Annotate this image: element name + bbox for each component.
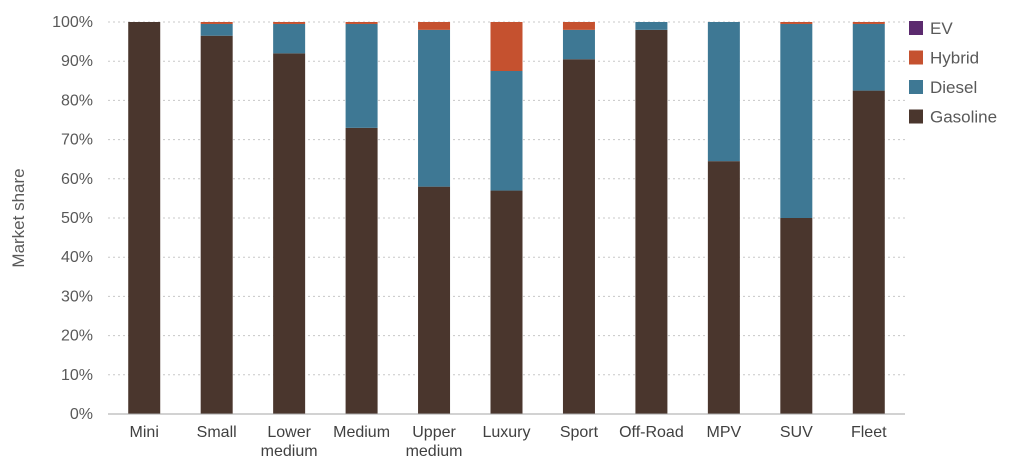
x-tick-label: Luxury — [482, 424, 530, 441]
y-tick-labels: 0% 10% 20% 30% 40% 50% 60% 70% 80% 90% 100% — [52, 14, 93, 423]
bar-gasoline-small — [200, 35, 233, 414]
y-tick-label: 40% — [61, 249, 93, 266]
x-tick-label: Mini — [130, 424, 159, 441]
y-tick-label: 50% — [61, 210, 93, 227]
bar-hybrid-upper-medium — [418, 22, 451, 30]
bar-hybrid-small — [200, 22, 233, 24]
bar-gasoline-lower-medium — [273, 53, 306, 415]
x-tick-label: Small — [197, 424, 237, 441]
bar-gasoline-luxury — [490, 190, 523, 414]
legend-swatch-gasoline — [909, 109, 923, 124]
x-tick-label: Lower medium — [261, 424, 318, 456]
bar-hybrid-suv — [780, 22, 813, 24]
bars — [128, 22, 885, 415]
bar-gasoline-medium — [345, 127, 378, 414]
bar-diesel-luxury — [490, 71, 523, 191]
x-tick-labels: Mini Small Lower medium Medium Upper medium Lux… — [130, 424, 888, 460]
bar-diesel-sport — [562, 29, 595, 60]
bar-gasoline-sport — [562, 59, 595, 415]
y-axis-title: Market share — [9, 168, 28, 267]
legend-swatch-hybrid — [909, 50, 923, 65]
y-tick-label: 80% — [61, 92, 93, 109]
x-tick-label: Upper medium — [406, 424, 463, 456]
legend-swatch-ev — [909, 21, 923, 35]
bar-diesel-mpv — [707, 22, 740, 162]
bar-diesel-medium — [345, 23, 378, 128]
y-tick-label: 10% — [61, 367, 93, 384]
bar-diesel-lower-medium — [273, 23, 306, 54]
bar-hybrid-fleet — [852, 22, 885, 24]
legend-label-diesel: Diesel — [930, 78, 977, 97]
bar-hybrid-sport — [562, 22, 595, 30]
y-tick-label: 20% — [61, 328, 93, 345]
bar-gasoline-fleet — [852, 90, 885, 414]
x-tick-label: Off-Road — [619, 424, 684, 441]
legend: EV Hybrid Diesel Gasoline — [909, 19, 997, 127]
y-tick-label: 30% — [61, 288, 93, 305]
bar-hybrid-luxury — [490, 22, 523, 71]
x-tick-label: MPV — [707, 424, 742, 441]
bar-gasoline-mpv — [707, 161, 740, 414]
legend-swatch-diesel — [909, 80, 923, 94]
y-tick-label: 0% — [70, 406, 93, 423]
bar-gasoline-mini — [128, 22, 161, 414]
legend-label-gasoline: Gasoline — [930, 108, 997, 127]
x-tick-label: Medium — [333, 424, 390, 441]
bar-diesel-fleet — [852, 23, 885, 91]
bar-diesel-small — [200, 23, 233, 36]
y-tick-label: 70% — [61, 132, 93, 149]
y-tick-label: 100% — [52, 14, 93, 31]
bar-gasoline-off-road — [635, 29, 668, 415]
bar-gasoline-upper-medium — [418, 186, 451, 414]
x-tick-label: SUV — [780, 424, 813, 441]
bar-diesel-suv — [780, 23, 813, 219]
bar-hybrid-medium — [345, 22, 378, 24]
bar-diesel-upper-medium — [418, 29, 451, 187]
bar-gasoline-suv — [780, 218, 813, 414]
legend-label-hybrid: Hybrid — [930, 49, 979, 68]
x-tick-label: Sport — [560, 424, 599, 441]
y-tick-label: 90% — [61, 53, 93, 70]
x-tick-label: Fleet — [851, 424, 887, 441]
bar-diesel-off-road — [635, 22, 668, 30]
y-tick-label: 60% — [61, 171, 93, 188]
bar-hybrid-lower-medium — [273, 22, 306, 24]
legend-label-ev: EV — [930, 19, 953, 38]
